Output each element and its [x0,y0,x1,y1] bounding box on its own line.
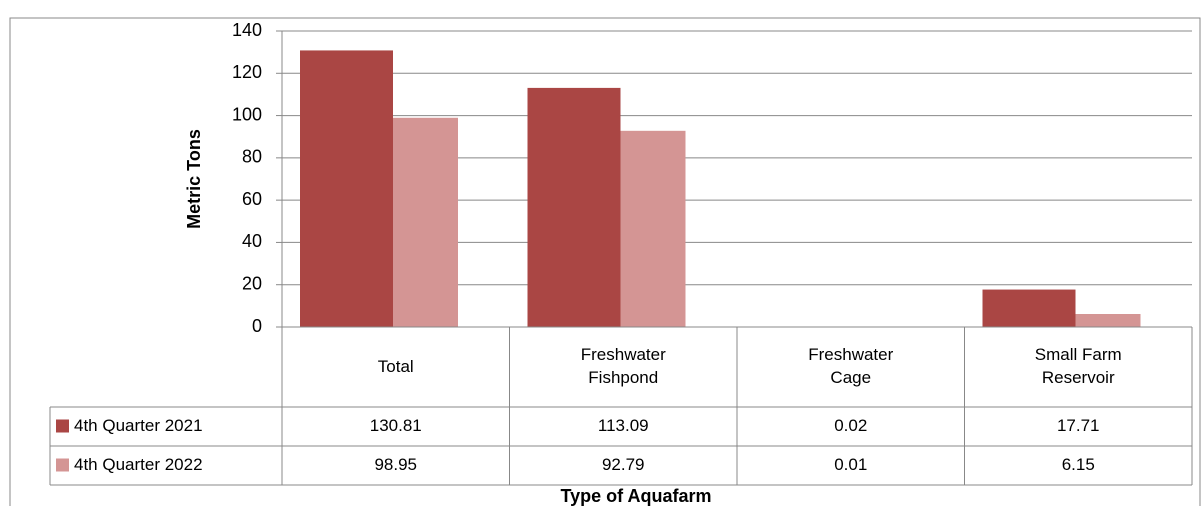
table-value: 0.02 [834,416,867,435]
category-cell: Total [282,327,510,407]
legend-key [56,458,69,472]
y-axis-title: Metric Tons [184,129,204,229]
table-value: 113.09 [598,416,649,435]
bar [982,289,1076,327]
table-value: 17.71 [1057,416,1100,435]
x-tick-label-text: Freshwater Cage [808,345,894,387]
y-tick-label: 0 [252,316,262,336]
x-axis-title: Type of Aquafarm [560,486,711,506]
y-tick-label: 60 [242,189,262,209]
bar [1075,313,1141,327]
bar [300,50,393,327]
y-tick-label: 80 [242,147,262,167]
x-tick-label: Freshwater Fishpond [510,327,738,407]
x-tick-label-text: Freshwater Fishpond [580,345,666,387]
legend-label: 4th Quarter 2022 [74,455,203,474]
bar [393,117,458,327]
legend-key [56,419,69,433]
y-tick-label: 40 [242,231,262,251]
x-tick-label-text: Small Farm Reservoir [1034,345,1122,387]
category-cell: Freshwater Fishpond [510,327,738,407]
category-cell: Small Farm Reservoir [965,327,1193,407]
category-cell: Freshwater Cage [737,327,965,407]
y-tick-label: 20 [242,273,262,293]
table-value: 98.95 [374,455,417,474]
y-tick-label: 100 [232,104,262,124]
chart-border [9,17,1201,506]
bar [620,130,686,327]
table-value: 130.81 [370,416,422,435]
x-tick-label: Small Farm Reservoir [965,327,1193,407]
x-tick-label: Freshwater Cage [737,327,965,407]
y-tick-label: 140 [232,20,262,40]
bar [527,87,621,327]
x-tick-label: Total [282,327,510,407]
legend-label: 4th Quarter 2021 [74,416,203,435]
table-value: 92.79 [602,455,645,474]
table-value: 0.01 [834,455,867,474]
y-tick-label: 120 [232,62,262,82]
x-tick-label-text: Total [377,356,414,376]
table-value: 6.15 [1062,455,1095,474]
